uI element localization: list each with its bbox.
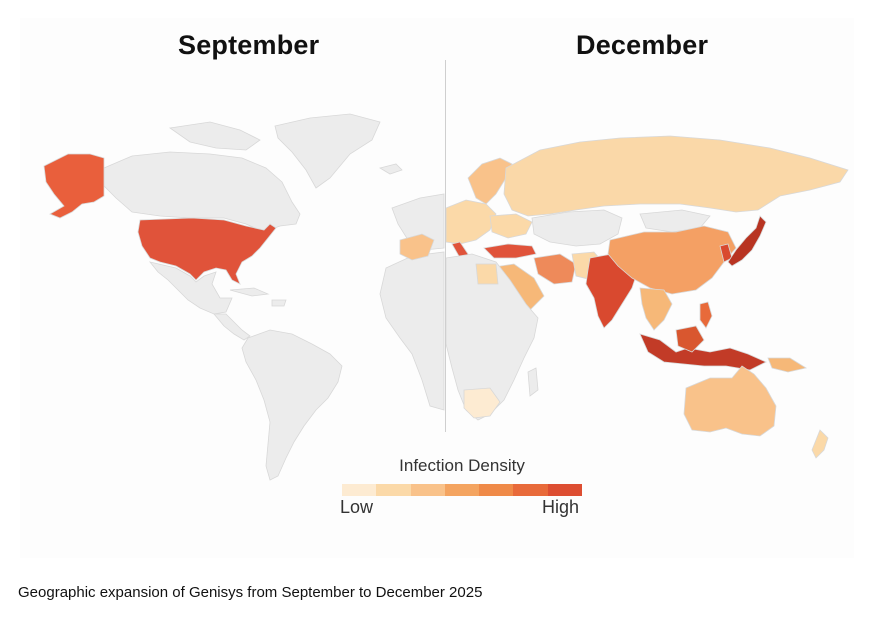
legend-swatch <box>513 484 548 496</box>
mexico <box>148 261 233 315</box>
central-america <box>213 313 251 341</box>
legend-swatch <box>342 484 377 496</box>
legend-swatch <box>376 484 411 496</box>
legend-swatch <box>410 484 445 496</box>
south-africa <box>463 387 501 419</box>
panel-divider <box>445 60 446 432</box>
south-america <box>241 329 343 481</box>
december-panel-title: December <box>576 30 709 60</box>
eastern-europe <box>489 213 533 239</box>
russia <box>503 135 849 217</box>
united-states <box>137 217 277 285</box>
africa-west-edge <box>379 251 445 411</box>
december-map <box>399 135 849 459</box>
japan <box>727 215 767 267</box>
egypt <box>475 263 499 285</box>
legend-high-label: High <box>542 497 580 517</box>
september-panel-title: September <box>178 30 320 60</box>
turkey <box>483 243 537 259</box>
legend-color-scale <box>342 484 582 496</box>
world-maps <box>43 113 849 481</box>
legend-title: Infection Density <box>399 456 525 475</box>
figure-caption: Geographic expansion of Genisys from Sep… <box>18 584 483 601</box>
iberia <box>399 233 435 261</box>
iran <box>533 253 577 285</box>
central-asia <box>531 209 623 247</box>
indonesia <box>639 333 767 371</box>
philippines <box>699 301 713 329</box>
africa <box>445 253 539 421</box>
china <box>607 225 737 295</box>
europe-west-edge <box>391 193 445 251</box>
legend-swatch <box>444 484 480 496</box>
september-map <box>43 113 445 481</box>
arctic-islands <box>168 121 261 151</box>
madagascar <box>527 367 539 397</box>
alaska <box>43 153 105 219</box>
caribbean <box>229 287 287 307</box>
canada <box>103 151 301 233</box>
australia <box>683 365 777 437</box>
legend-swatch <box>479 484 514 496</box>
greenland <box>274 113 381 189</box>
legend-swatch <box>547 484 582 496</box>
southeast-asia <box>639 287 673 331</box>
new-zealand <box>811 429 829 459</box>
map-figure: September December <box>20 18 854 558</box>
western-europe <box>445 199 497 245</box>
legend-low-label: Low <box>340 497 374 517</box>
borneo <box>675 325 705 353</box>
iceland <box>378 163 403 175</box>
papua <box>767 357 808 373</box>
